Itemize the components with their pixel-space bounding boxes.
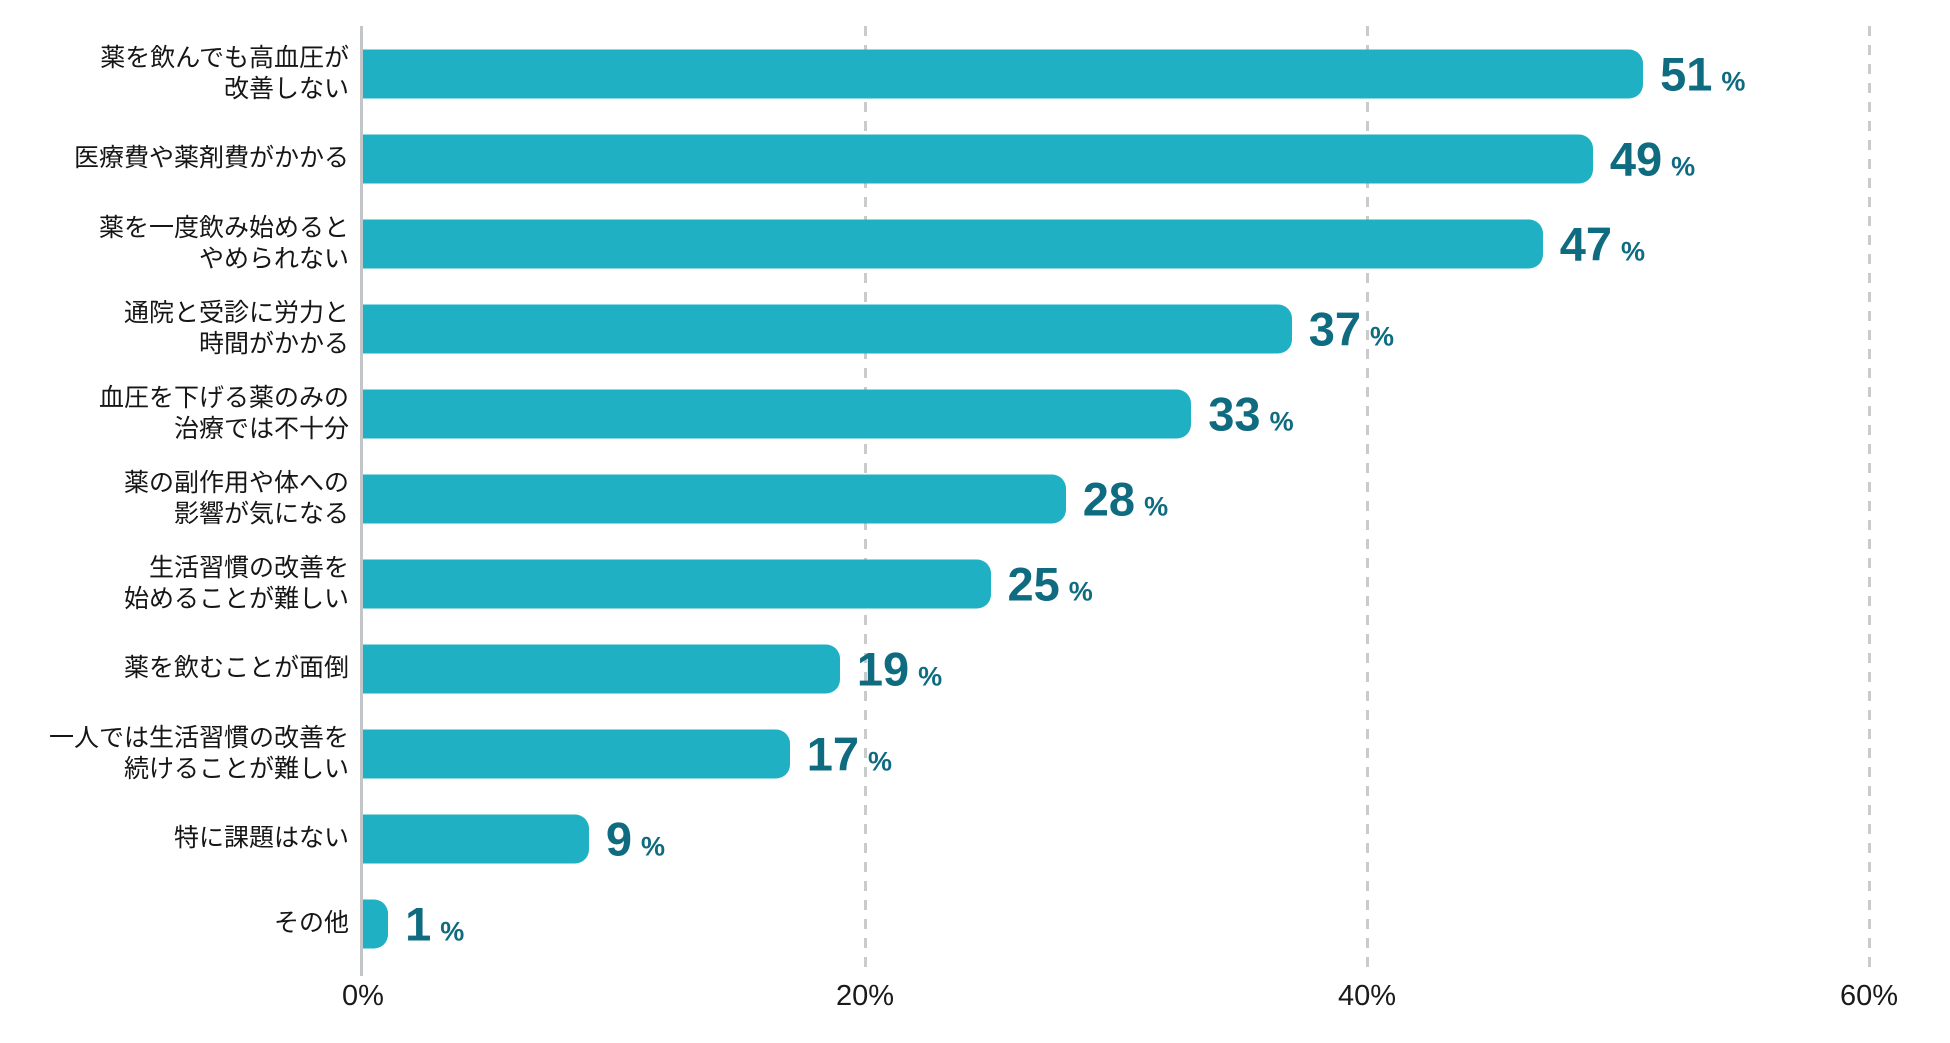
category-label: 通院と受診に労力と 時間がかかる [123, 298, 349, 358]
bar [363, 729, 790, 778]
bar [363, 134, 1593, 183]
x-axis-tick-label: 40% [1337, 980, 1397, 1012]
value-label: 19 % [857, 641, 942, 696]
value-number: 28 [1082, 472, 1136, 525]
bar-area: 28 % [363, 456, 1950, 541]
bar-area: 9 % [363, 796, 1950, 881]
percent-sign: % [867, 746, 892, 776]
value-label: 47 % [1560, 216, 1645, 271]
value-label: 28 % [1083, 471, 1168, 526]
bar-area: 19 % [363, 626, 1950, 711]
value-label: 17 % [807, 726, 892, 781]
value-label: 37 % [1309, 301, 1394, 356]
chart-row: 薬を飲んでも高血圧が 改善しない 51 % [0, 31, 1950, 116]
value-label: 9 % [606, 811, 665, 866]
percent-sign: % [1068, 576, 1093, 606]
value-number: 37 [1308, 302, 1361, 355]
bar [363, 219, 1543, 268]
percent-sign: % [918, 661, 943, 691]
value-label: 33 % [1208, 386, 1293, 441]
bar-area: 17 % [363, 711, 1950, 796]
chart-row: 特に課題はない 9 % [0, 796, 1950, 881]
x-axis-tick-label: 0% [342, 980, 384, 1012]
value-label: 25 % [1008, 556, 1093, 611]
chart-row: 薬を一度飲み始めると やめられない 47 % [0, 201, 1950, 286]
bar-area: 25 % [363, 541, 1950, 626]
category-label: 血圧を下げる薬のみの 治療では不十分 [98, 383, 349, 443]
category-label: その他 [273, 909, 349, 937]
percent-sign: % [641, 831, 666, 861]
bar-area: 37 % [363, 286, 1950, 371]
value-number: 49 [1609, 132, 1663, 185]
category-label: 薬を飲んでも高血圧が 改善しない [100, 43, 349, 103]
category-label: 一人では生活習慣の改善を 続けることが難しい [48, 723, 349, 783]
value-number: 51 [1660, 47, 1713, 100]
percent-sign: % [1144, 491, 1169, 521]
x-axis-ticks: 0% 20% 40% 60% [342, 974, 1898, 1019]
value-number: 25 [1007, 557, 1060, 610]
value-number: 9 [605, 812, 633, 865]
category-label: 薬の副作用や体への 影響が気になる [123, 468, 349, 528]
chart-rows: 薬を飲んでも高血圧が 改善しない 51 % 医療費や薬剤費がかかる 49 % 薬… [0, 31, 1950, 966]
x-axis-tick-label: 60% [1839, 980, 1899, 1012]
x-axis-tick-label: 20% [835, 980, 895, 1012]
bar-area: 51 % [363, 31, 1950, 116]
bar [363, 389, 1192, 438]
chart-row: 医療費や薬剤費がかかる 49 % [0, 116, 1950, 201]
chart-row: 生活習慣の改善を 始めることが難しい 25 % [0, 541, 1950, 626]
bar-area: 1 % [363, 881, 1950, 966]
value-number: 17 [806, 727, 859, 780]
chart-row: 一人では生活習慣の改善を 続けることが難しい 17 % [0, 711, 1950, 796]
percent-sign: % [1671, 151, 1696, 181]
value-number: 47 [1559, 217, 1612, 270]
bar [363, 559, 991, 608]
bar [363, 899, 389, 948]
percent-sign: % [1721, 66, 1746, 96]
bar [363, 49, 1644, 98]
bar [363, 474, 1066, 523]
category-label: 薬を飲むことが面倒 [123, 654, 349, 682]
bar [363, 814, 589, 863]
bar [363, 644, 840, 693]
bar-area: 47 % [363, 201, 1950, 286]
value-number: 1 [405, 897, 432, 950]
chart-row: 通院と受診に労力と 時間がかかる 37 % [0, 286, 1950, 371]
bar [363, 304, 1292, 353]
value-number: 19 [856, 642, 910, 695]
value-label: 1 % [405, 896, 464, 951]
category-label: 薬を一度飲み始めると やめられない [98, 213, 349, 273]
category-label: 医療費や薬剤費がかかる [73, 144, 349, 172]
value-label: 49 % [1610, 131, 1695, 186]
bar-area: 49 % [363, 116, 1950, 201]
value-label: 51 % [1660, 46, 1745, 101]
chart-row: 血圧を下げる薬のみの 治療では不十分 33 % [0, 371, 1950, 456]
chart-row: その他 1 % [0, 881, 1950, 966]
percent-sign: % [1369, 321, 1394, 351]
percent-sign: % [440, 916, 465, 946]
category-label: 生活習慣の改善を 始めることが難しい [123, 553, 349, 613]
percent-sign: % [1620, 236, 1645, 266]
category-label: 特に課題はない [173, 824, 349, 852]
percent-sign: % [1269, 406, 1294, 436]
bar-area: 33 % [363, 371, 1950, 456]
chart-row: 薬の副作用や体への 影響が気になる 28 % [0, 456, 1950, 541]
chart-row: 薬を飲むことが面倒 19 % [0, 626, 1950, 711]
value-number: 33 [1208, 387, 1261, 440]
